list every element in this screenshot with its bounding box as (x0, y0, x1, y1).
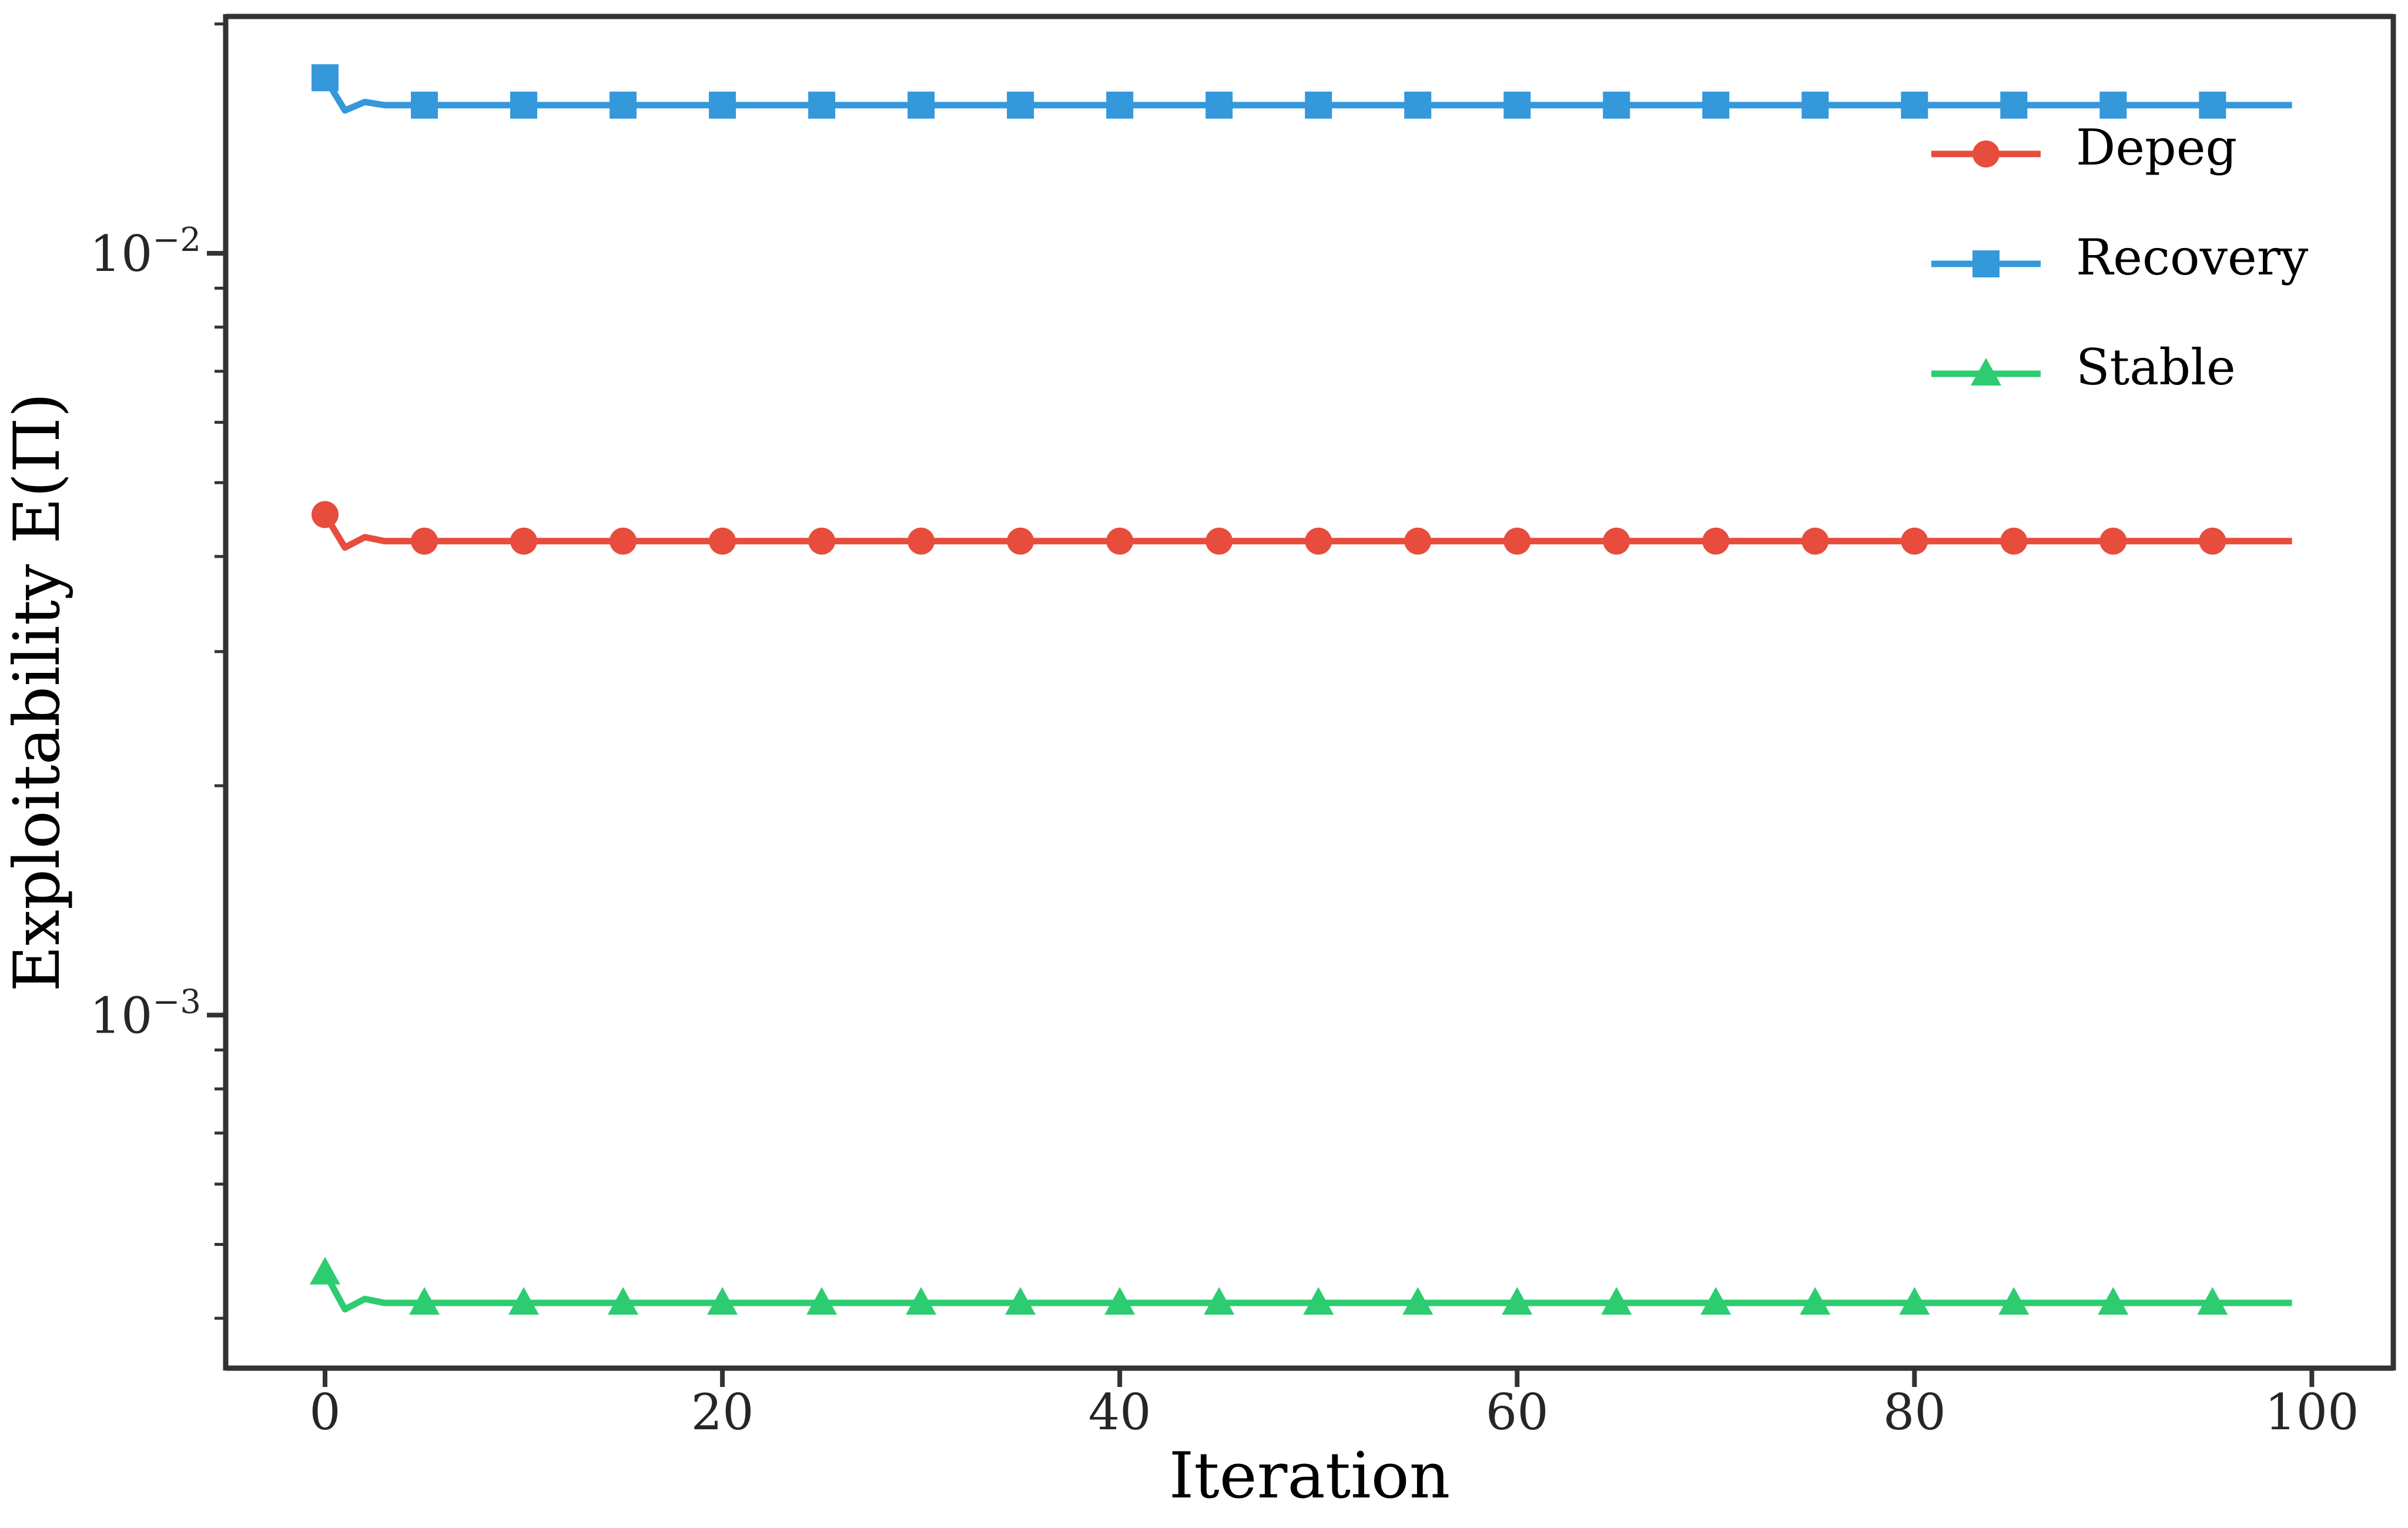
triangle-marker (1402, 1286, 1434, 1315)
square-marker (312, 64, 339, 92)
triangle-marker (1502, 1286, 1533, 1315)
legend-label-stable: Stable (2076, 339, 2236, 396)
square-marker (609, 91, 637, 119)
triangle-marker (1601, 1286, 1632, 1315)
circle-marker (1205, 527, 1233, 555)
legend-item-recovery: Recovery (1931, 229, 2309, 286)
triangle-marker (1005, 1286, 1036, 1315)
triangle-marker (1971, 358, 2001, 386)
square-marker (1205, 91, 1233, 119)
square-marker (2000, 91, 2028, 119)
legend-label-depeg: Depeg (2076, 119, 2237, 176)
square-marker (1702, 91, 1730, 119)
x-axis-title: Iteration (1169, 1439, 1451, 1513)
circle-marker (1007, 527, 1034, 555)
y-tick-label: 10−3 (90, 983, 201, 1044)
triangle-marker (806, 1286, 838, 1315)
triangle-marker (1303, 1286, 1334, 1315)
legend-item-stable: Stable (1931, 339, 2236, 396)
circle-marker (1972, 140, 2000, 167)
circle-marker (1503, 527, 1531, 555)
x-tick-label: 100 (2265, 1383, 2359, 1441)
circle-marker (1106, 527, 1134, 555)
circle-marker (312, 501, 339, 528)
x-tick-label: 20 (691, 1383, 754, 1441)
square-marker (1503, 91, 1531, 119)
square-marker (808, 91, 836, 119)
circle-marker (510, 527, 538, 555)
square-marker (1007, 91, 1034, 119)
triangle-marker (1700, 1286, 1732, 1315)
triangle-marker (1204, 1286, 1235, 1315)
square-marker (1901, 91, 1928, 119)
triangle-marker (1899, 1286, 1930, 1315)
square-marker (2099, 91, 2127, 119)
square-marker (1305, 91, 1332, 119)
x-tick-label: 60 (1486, 1383, 1549, 1441)
x-tick-label: 80 (1883, 1383, 1946, 1441)
circle-marker (1702, 527, 1730, 555)
circle-marker (709, 527, 736, 555)
square-marker (1106, 91, 1134, 119)
square-marker (1404, 91, 1432, 119)
y-tick-label: 10−2 (90, 221, 201, 283)
triangle-marker (2098, 1286, 2129, 1315)
circle-marker (1603, 527, 1630, 555)
triangle-marker (409, 1286, 440, 1315)
triangle-marker (2197, 1286, 2228, 1315)
circle-marker (907, 527, 935, 555)
circle-marker (2199, 527, 2226, 555)
circle-marker (609, 527, 637, 555)
square-marker (1972, 250, 2000, 277)
square-marker (411, 91, 438, 119)
square-marker (1603, 91, 1630, 119)
circle-marker (1901, 527, 1928, 555)
circle-marker (1801, 527, 1829, 555)
circle-marker (1305, 527, 1332, 555)
square-marker (2199, 91, 2226, 119)
circle-marker (2099, 527, 2127, 555)
chart-generated-content: 0 20 40 60 80 100 10−2 10−3 Depeg Recovery Stable (90, 14, 2396, 1441)
legend-label-recovery: Recovery (2076, 229, 2309, 286)
x-tick-label: 40 (1089, 1383, 1151, 1441)
triangle-marker (906, 1286, 937, 1315)
triangle-marker (1800, 1286, 1831, 1315)
y-axis-title: Exploitability E(Π) (1, 393, 74, 992)
circle-marker (411, 527, 438, 555)
triangle-marker (1104, 1286, 1136, 1315)
square-marker (510, 91, 538, 119)
legend-item-depeg: Depeg (1931, 119, 2237, 176)
circle-marker (1404, 527, 1432, 555)
triangle-marker (508, 1286, 540, 1315)
triangle-marker (707, 1286, 738, 1315)
square-marker (709, 91, 736, 119)
triangle-marker (1998, 1286, 2029, 1315)
circle-marker (808, 527, 836, 555)
square-marker (1801, 91, 1829, 119)
triangle-marker (608, 1286, 639, 1315)
square-marker (907, 91, 935, 119)
x-tick-label: 0 (309, 1383, 340, 1441)
triangle-marker (310, 1256, 341, 1285)
circle-marker (2000, 527, 2028, 555)
